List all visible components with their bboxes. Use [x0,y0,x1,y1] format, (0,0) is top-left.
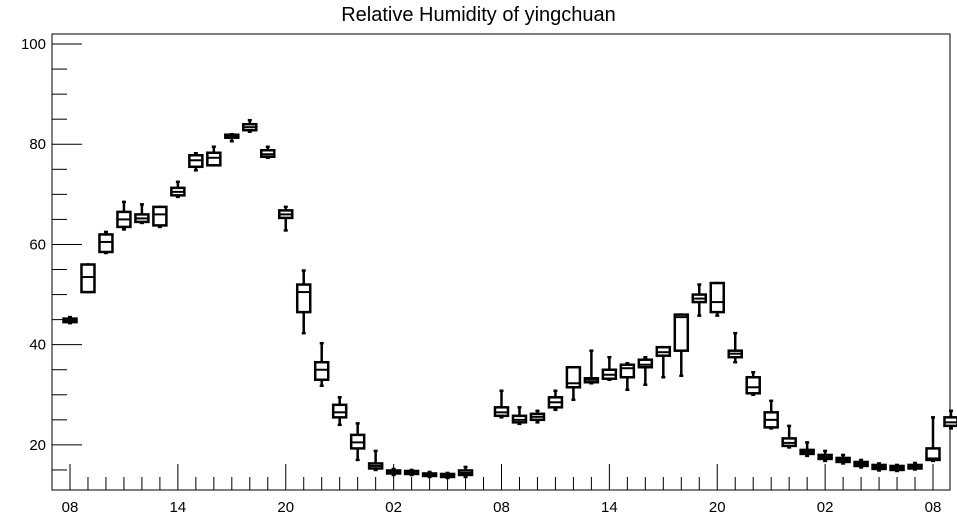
box-body [206,151,222,167]
box-plot [385,467,402,477]
box-plot [98,230,114,255]
box-plot [709,281,725,317]
box-plot [457,465,474,479]
box-plot [260,145,276,160]
box-body [673,313,690,352]
box-body [709,281,725,314]
box-plot [889,463,905,473]
box-body [98,233,114,254]
box-plot [278,205,294,232]
box-plot [925,416,941,463]
x-tick-label: 14 [170,499,187,516]
box-body [637,358,654,369]
box-plot [295,269,312,335]
box-body [80,263,96,294]
box-plot [403,468,420,477]
box-plot [511,406,528,426]
y-axis: 20 40 60 80 100 [21,36,82,471]
box-plot [116,200,132,231]
x-tick-label: 20 [709,499,726,516]
x-tick-label: 08 [925,499,942,516]
box-plot [493,389,510,419]
box-plot [727,331,743,364]
box-body [295,283,312,314]
box-plot [583,349,600,385]
box-plot [691,283,708,317]
box-plot [349,422,366,462]
box-body [745,376,761,395]
plot-frame [51,33,951,491]
y-tick-label: 60 [29,236,46,253]
y-tick-label: 80 [29,136,46,153]
box-plot [907,461,923,471]
box-plot [62,315,78,325]
x-tick-label: 02 [817,499,834,516]
y-tick-label: 20 [29,437,46,454]
box-plot [331,396,348,427]
x-tick-label: 20 [277,499,294,516]
box-body [313,360,330,382]
box-plot [673,313,690,377]
box-body [565,365,582,389]
box-body [152,205,168,227]
box-plot [313,341,330,388]
box-plot [835,453,851,465]
x-tick-label: 02 [385,499,402,516]
box-plot [439,471,456,480]
box-plot [565,365,582,402]
box-plot [242,118,258,133]
box-body [925,447,941,462]
box-plot [547,389,564,412]
box-plot [367,449,384,472]
box-plot [170,180,186,199]
box-plot [637,355,654,387]
box-plot [206,145,222,167]
box-plot [619,361,636,392]
x-tick-label: 14 [601,499,618,516]
y-tick-label: 100 [21,36,46,53]
box-plot [188,152,204,172]
box-plot [224,132,240,143]
box-plot [781,424,797,449]
box-plot [529,409,546,424]
box-body [331,403,348,419]
box-plot [871,462,887,472]
box-plot [853,458,869,469]
box-body [619,363,636,379]
chart-title: Relative Humidity of yingchuan [341,4,616,26]
box-series [62,118,957,480]
x-tick-label: 08 [62,499,79,516]
box-plot [763,399,779,430]
box-plot [134,203,150,225]
y-tick-label: 40 [29,337,46,354]
box-plot [421,470,438,479]
x-tick-label: 08 [493,499,510,516]
box-plot [601,355,618,382]
box-plot [655,345,672,379]
box-plot [943,409,957,430]
box-plot [799,441,815,458]
x-axis: 08 14 20 02 08 14 20 02 08 [62,464,942,516]
box-plot [152,205,168,229]
box-plot [745,370,761,397]
box-plot [80,263,96,294]
box-plot [817,449,833,463]
